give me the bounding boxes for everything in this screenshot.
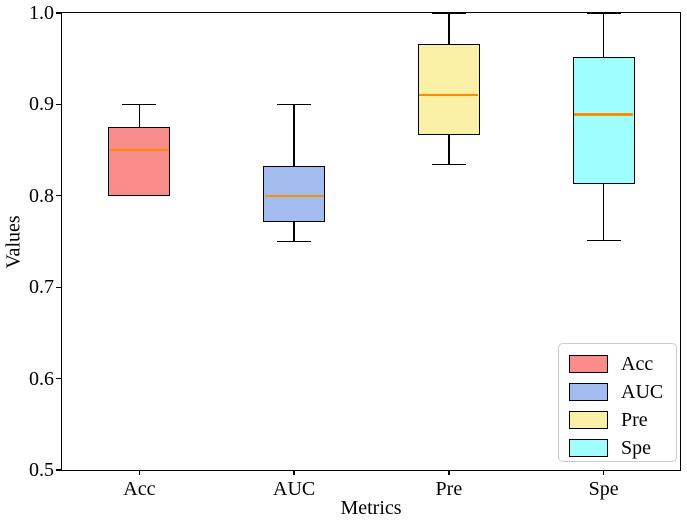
y-tick-mark	[55, 469, 62, 471]
whisker-lower-spe	[602, 183, 605, 241]
whisker-lower-pre	[448, 134, 450, 165]
cap-lower-spe	[586, 239, 621, 242]
x-tick-mark	[293, 470, 295, 475]
box-auc	[263, 165, 326, 223]
whisker-upper-auc	[293, 104, 295, 166]
y-tick-mark	[55, 195, 62, 197]
cap-upper-auc	[277, 103, 312, 106]
cap-upper-acc	[122, 103, 157, 106]
whisker-upper-spe	[602, 13, 605, 57]
x-axis-title: Metrics	[340, 497, 402, 519]
y-tick-mark	[55, 12, 62, 14]
legend-item-auc: AUC	[569, 381, 676, 403]
legend-label-spe: Spe	[621, 437, 651, 459]
cap-lower-auc	[277, 240, 312, 243]
y-tick-label: 0.8	[29, 184, 54, 207]
y-tick-mark	[55, 103, 62, 106]
legend-label-auc: AUC	[621, 381, 664, 403]
median-pre	[419, 94, 479, 97]
legend-item-acc: Acc	[569, 353, 676, 375]
legend: Acc AUC Pre Spe	[558, 343, 677, 462]
box-spe	[572, 56, 635, 184]
legend-swatch-acc	[569, 355, 608, 373]
x-tick-label-auc: AUC	[273, 478, 316, 500]
median-acc	[109, 149, 169, 152]
y-tick-mark	[55, 377, 62, 380]
legend-label-acc: Acc	[621, 353, 654, 375]
legend-label-pre: Pre	[621, 409, 648, 431]
cap-upper-spe	[586, 12, 621, 14]
y-tick-label: 1.0	[29, 2, 54, 24]
y-axis-title: Values	[2, 215, 25, 269]
legend-item-pre: Pre	[569, 409, 676, 431]
y-tick-label: 0.7	[29, 276, 54, 299]
box-pre	[417, 44, 480, 135]
y-tick-label: 0.9	[29, 93, 54, 116]
x-tick-label-spe: Spe	[588, 478, 619, 500]
x-tick-mark	[602, 470, 605, 475]
x-tick-label-acc: Acc	[123, 478, 156, 500]
x-tick-mark	[448, 470, 450, 475]
box-acc	[108, 127, 171, 196]
x-tick-mark	[138, 470, 141, 475]
cap-lower-pre	[431, 164, 466, 166]
median-auc	[264, 194, 324, 197]
legend-swatch-pre	[569, 411, 608, 429]
y-tick-label: 0.5	[29, 459, 54, 481]
y-tick-label: 0.6	[29, 367, 54, 390]
legend-swatch-auc	[569, 383, 608, 401]
whisker-lower-auc	[293, 222, 295, 242]
legend-swatch-spe	[569, 439, 608, 457]
cap-upper-pre	[431, 12, 466, 14]
y-tick-mark	[55, 286, 62, 288]
legend-item-spe: Spe	[569, 437, 676, 459]
x-tick-label-pre: Pre	[435, 478, 463, 500]
whisker-upper-pre	[448, 13, 450, 45]
median-spe	[574, 113, 634, 116]
whisker-upper-acc	[138, 104, 141, 128]
